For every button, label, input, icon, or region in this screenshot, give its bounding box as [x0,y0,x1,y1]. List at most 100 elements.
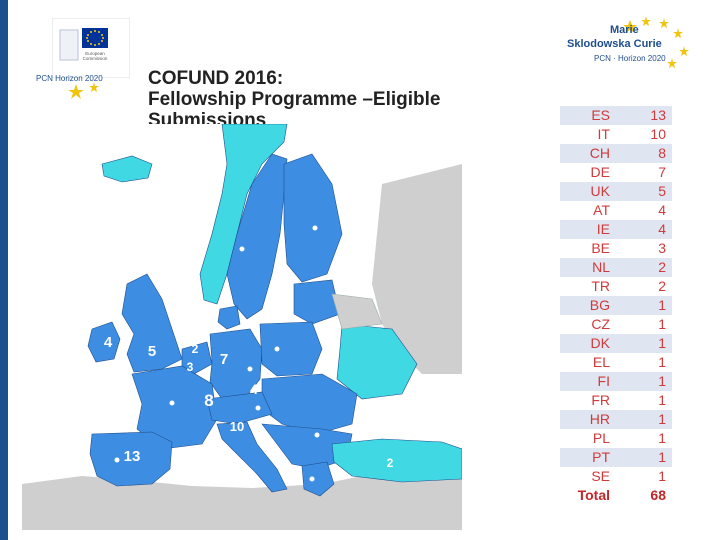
submissions-table: ES 13 IT 10 CH 8 DE 7 UK 5 AT 4 IE 4 BE 3 NL 2 TR 2 BG 1 CZ 1 DK… [560,106,672,505]
submission-count: 4 [658,221,666,237]
country-code: HR [589,411,610,427]
submission-count: 1 [658,392,666,408]
country-code: CH [589,145,610,161]
iceland-region [101,155,153,183]
country-code: PL [592,430,610,446]
table-row: PL 1 [560,429,672,448]
map-dot-hr [255,405,261,411]
greece-region [301,461,335,497]
belarus-region [331,293,383,330]
table-row: UK 5 [560,182,672,201]
balkans-region [261,423,353,470]
table-row: EL 1 [560,353,672,372]
marie-curie-logo [623,16,689,68]
country-code: IE [596,221,610,237]
submission-count: 1 [658,354,666,370]
map-dot-bg [314,432,320,438]
table-row: CH 8 [560,144,672,163]
table-row: DK 1 [560,334,672,353]
total-label: Total [577,487,610,503]
country-code: PT [592,449,610,465]
ec-logo-line2: Commission [83,56,108,61]
country-code: BG [589,297,610,313]
pcn-left-text: PCN Horizon 2020 [36,74,103,83]
country-code: TR [591,278,610,294]
denmark-region [217,305,241,330]
russia-region [372,164,462,374]
france-region [131,365,218,450]
submission-count: 10 [650,126,666,142]
submission-count: 1 [658,335,666,351]
map-label-nl: 2 [192,342,199,356]
finland-region [283,153,343,283]
table-row: ES 13 [560,106,672,125]
table-row: BG 1 [560,296,672,315]
submission-count: 1 [658,297,666,313]
table-row: DE 7 [560,163,672,182]
table-row: FI 1 [560,372,672,391]
map-label-ie: 4 [104,334,113,351]
submission-count: 1 [658,411,666,427]
table-row: AT 4 [560,201,672,220]
country-code: CZ [591,316,610,332]
map-label-at: 4 [250,381,258,397]
submission-count: 8 [658,145,666,161]
left-accent-bar [0,0,8,540]
map-dot-pl [274,346,280,352]
country-code: FI [597,373,610,389]
country-code: NL [592,259,610,275]
alpine-region [206,391,273,425]
country-code: FR [591,392,610,408]
italy-region [216,421,288,493]
table-row: TR 2 [560,277,672,296]
table-row: PT 1 [560,448,672,467]
norway-region [199,124,288,305]
table-row: CZ 1 [560,315,672,334]
map-label-de: 7 [220,351,228,368]
submission-count: 2 [658,259,666,275]
map-label-be: 3 [187,360,194,374]
map-dot-fr [169,400,175,406]
submission-count: 7 [658,164,666,180]
table-row: HR 1 [560,410,672,429]
country-code: DK [590,335,610,351]
submission-count: 1 [658,430,666,446]
map-label-uk: 5 [148,343,156,360]
country-code: BE [591,240,610,256]
map-label-ch: 8 [204,391,213,410]
submission-count: 1 [658,449,666,465]
submission-count: 1 [658,468,666,484]
slide-title: COFUND 2016: Fellowship Programme –Eligi… [148,68,508,131]
ukraine-region [336,323,418,400]
north-africa-region [22,474,462,530]
ec-logo-line1: European [85,51,105,56]
map-dot-pt [114,457,120,463]
submission-count: 2 [658,278,666,294]
pcn-left-label: PCN Horizon 2020 [36,74,103,83]
table-row: BE 3 [560,239,672,258]
table-row: SE 1 [560,467,672,486]
submission-count: 3 [658,240,666,256]
poland-region [259,321,323,377]
table-row: IE 4 [560,220,672,239]
map-dot-cz [247,366,253,372]
ireland-region [87,321,121,363]
table-row: NL 2 [560,258,672,277]
country-code: DE [590,164,610,180]
turkey-region [331,438,462,483]
mc-logo-line3: PCN · Horizon 2020 [594,54,666,63]
map-dot-fi [312,225,318,231]
mc-logo-line1: Marie [610,24,639,36]
mc-logo-line2: Sklodowska Curie [567,38,662,50]
table-total-row: Total 68 [560,486,672,505]
submission-count: 5 [658,183,666,199]
table-row: IT 10 [560,125,672,144]
submission-count: 1 [658,316,666,332]
country-code: IT [597,126,610,142]
title-line-2: Fellowship Programme –Eligible [148,89,441,110]
map-label-it: 10 [230,419,244,434]
europe-map: 13 10 8 7 5 4 4 3 2 2 [22,124,462,530]
european-commission-logo: European Commission [52,18,130,78]
submission-count: 4 [658,202,666,218]
total-value: 68 [650,487,666,503]
